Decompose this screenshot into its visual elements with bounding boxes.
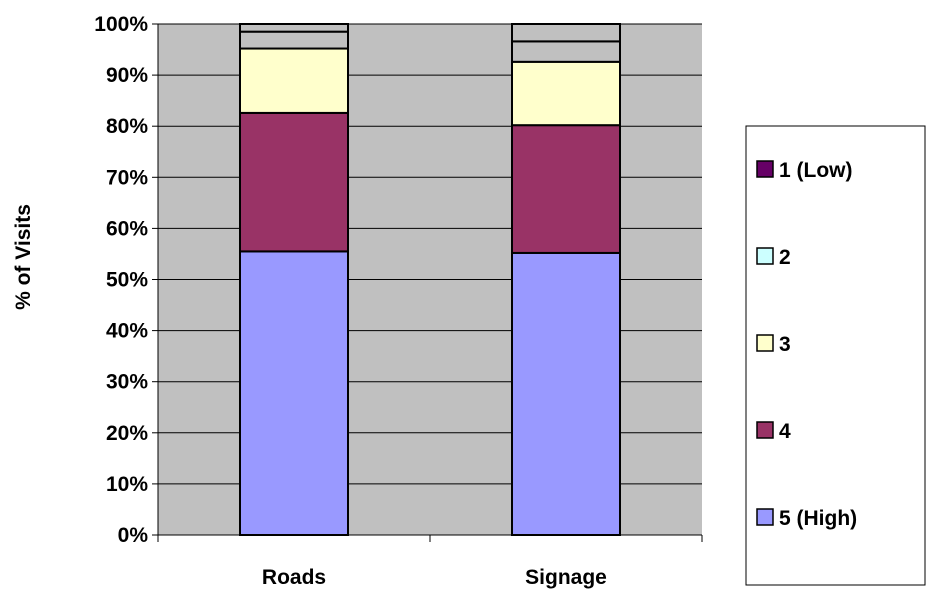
legend-label: 3	[779, 333, 791, 356]
bars	[239, 23, 621, 537]
y-tick-label: 40%	[106, 320, 148, 343]
bar-stack-signage	[511, 23, 621, 536]
bar-segment-signage-2	[511, 40, 621, 63]
y-tick-label: 20%	[106, 422, 148, 445]
x-category-label-signage: Signage	[525, 566, 607, 589]
bar-segment-signage-3	[511, 60, 621, 127]
legend-entry-5-high: 5 (High)	[756, 507, 857, 530]
bar-segment-roads-1-low	[239, 23, 349, 33]
legend-entry-2: 2	[756, 246, 791, 269]
bar-stack-roads	[239, 23, 349, 537]
y-tick-label: 10%	[106, 473, 148, 496]
legend-entry-1-low: 1 (Low)	[756, 159, 853, 182]
y-tick-label: 0%	[118, 524, 149, 547]
bar-segment-roads-3	[239, 47, 349, 114]
y-tick-label: 100%	[94, 13, 148, 36]
legend-swatch	[756, 508, 774, 526]
bar-segment-roads-2	[239, 30, 349, 50]
legend-label: 5 (High)	[779, 507, 857, 530]
bar-segment-signage-1-low	[511, 23, 621, 43]
y-tick-label: 70%	[106, 166, 148, 189]
y-tick-label: 60%	[106, 217, 148, 240]
bar-segment-signage-4	[511, 124, 621, 254]
legend-box	[745, 125, 926, 586]
y-tick-label: 80%	[106, 115, 148, 138]
legend-swatch	[756, 247, 774, 265]
y-axis: 0% 10% 20% 30% 40% 50% 60% 70% 80% 90% 100%	[94, 13, 159, 547]
x-category-label-roads: Roads	[262, 566, 326, 589]
legend-swatch	[756, 334, 774, 352]
y-axis-title: % of Visits	[12, 204, 35, 310]
legend: 1 (Low) 2 3 4 5 (High)	[745, 125, 926, 586]
y-tick-label: 50%	[106, 269, 148, 292]
legend-swatch	[756, 421, 774, 439]
bar-segment-signage-5-high	[511, 251, 621, 536]
bar-segment-roads-4	[239, 111, 349, 253]
legend-entry-3: 3	[756, 333, 791, 356]
legend-entry-4: 4	[756, 420, 791, 443]
bar-segment-roads-5-high	[239, 250, 349, 537]
legend-label: 2	[779, 246, 791, 269]
y-tick-label: 30%	[106, 371, 148, 394]
legend-swatch	[756, 160, 774, 178]
legend-label: 1 (Low)	[779, 159, 853, 182]
legend-label: 4	[779, 420, 791, 443]
x-axis: Roads Signage	[157, 534, 703, 589]
y-tick-label: 90%	[106, 64, 148, 87]
